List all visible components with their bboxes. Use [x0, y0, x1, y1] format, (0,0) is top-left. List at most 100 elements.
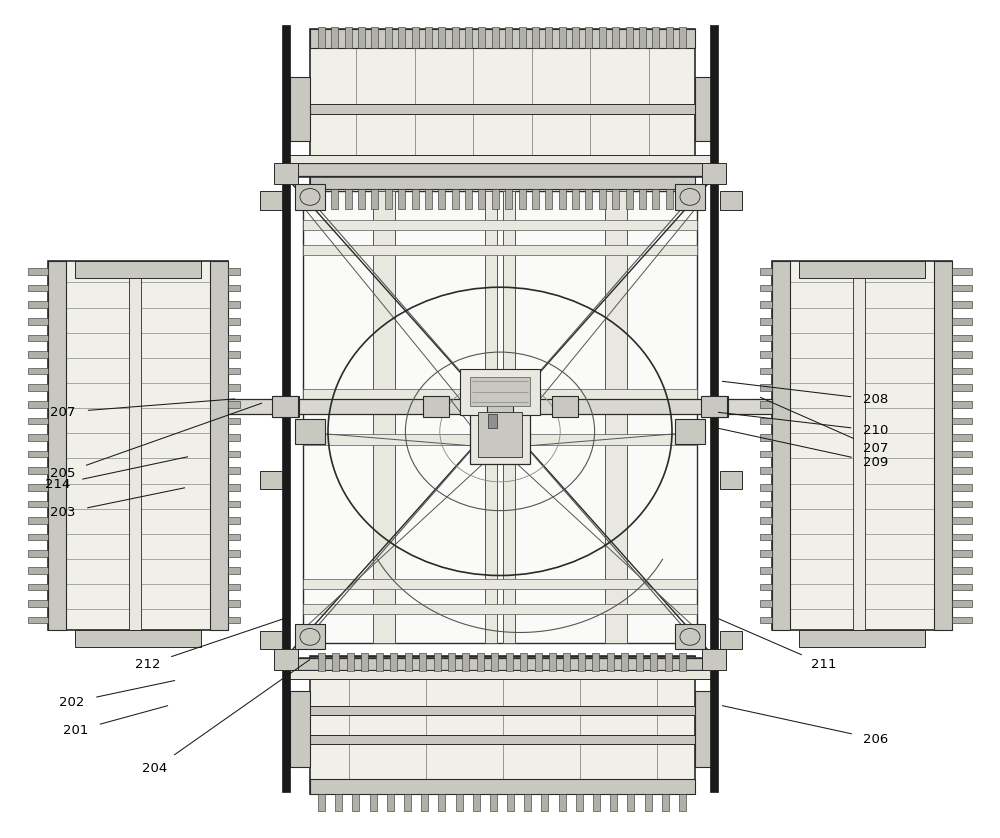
Bar [228, 583, 240, 590]
Bar [228, 567, 240, 574]
Text: 211: 211 [811, 658, 837, 671]
Bar [702, 649, 726, 670]
Bar [228, 302, 240, 308]
Bar [695, 77, 715, 141]
Bar [448, 653, 455, 671]
Bar [720, 471, 742, 489]
Text: 205: 205 [50, 467, 76, 480]
Bar [636, 653, 643, 671]
Bar [228, 600, 240, 607]
Text: 206: 206 [863, 732, 889, 746]
Bar [303, 245, 697, 255]
Bar [273, 396, 299, 417]
Bar [452, 27, 459, 48]
Bar [662, 794, 669, 811]
Bar [228, 399, 286, 414]
Bar [760, 551, 772, 557]
Bar [260, 191, 282, 210]
Bar [470, 377, 530, 406]
Bar [228, 517, 240, 524]
Bar [599, 27, 606, 48]
Bar [425, 189, 432, 210]
Bar [398, 27, 405, 48]
Bar [331, 27, 338, 48]
Text: 201: 201 [63, 724, 89, 737]
Bar [760, 600, 772, 607]
Bar [28, 551, 48, 557]
Bar [310, 656, 695, 794]
Bar [760, 434, 772, 441]
Bar [425, 27, 432, 48]
Bar [487, 396, 513, 417]
Bar [952, 417, 972, 424]
Bar [760, 302, 772, 308]
Bar [345, 189, 352, 210]
Bar [303, 220, 697, 230]
Bar [799, 261, 925, 278]
Bar [48, 261, 66, 630]
Bar [952, 484, 972, 491]
Bar [331, 189, 338, 210]
Bar [274, 163, 298, 184]
Bar [853, 261, 865, 630]
Bar [260, 471, 282, 489]
Bar [952, 583, 972, 590]
Bar [347, 653, 354, 671]
Bar [666, 189, 673, 210]
Bar [532, 27, 539, 48]
Bar [585, 27, 592, 48]
Bar [760, 500, 772, 507]
Bar [760, 484, 772, 491]
Bar [952, 567, 972, 574]
Bar [645, 794, 652, 811]
Bar [599, 189, 606, 210]
Bar [438, 189, 445, 210]
Bar [541, 794, 548, 811]
Bar [285, 399, 715, 414]
Bar [318, 794, 325, 811]
Bar [952, 517, 972, 524]
Bar [228, 500, 240, 507]
Bar [352, 794, 359, 811]
Text: 203: 203 [50, 506, 76, 520]
Bar [545, 27, 552, 48]
Bar [465, 189, 472, 210]
Bar [303, 579, 697, 589]
Bar [28, 567, 48, 574]
Bar [228, 334, 240, 341]
Bar [385, 189, 392, 210]
Bar [710, 25, 718, 792]
Bar [720, 191, 742, 210]
Bar [318, 653, 325, 671]
Bar [621, 653, 628, 671]
Bar [760, 334, 772, 341]
Bar [456, 794, 463, 811]
Bar [675, 419, 705, 444]
Bar [952, 385, 972, 391]
Bar [639, 189, 646, 210]
Bar [702, 396, 728, 417]
Bar [75, 261, 201, 278]
Bar [28, 368, 48, 375]
Bar [228, 318, 240, 324]
Bar [760, 351, 772, 358]
Bar [28, 417, 48, 424]
Bar [545, 189, 552, 210]
Bar [438, 27, 445, 48]
Bar [592, 653, 599, 671]
Bar [285, 658, 715, 670]
Bar [295, 624, 325, 649]
Bar [760, 517, 772, 524]
Bar [679, 189, 686, 210]
Bar [129, 261, 141, 630]
Bar [28, 334, 48, 341]
Bar [714, 399, 772, 414]
Bar [760, 468, 772, 474]
Bar [760, 534, 772, 541]
Bar [310, 706, 695, 715]
Bar [290, 77, 310, 141]
Bar [228, 617, 240, 623]
Bar [505, 189, 512, 210]
Bar [303, 434, 697, 444]
Bar [952, 351, 972, 358]
